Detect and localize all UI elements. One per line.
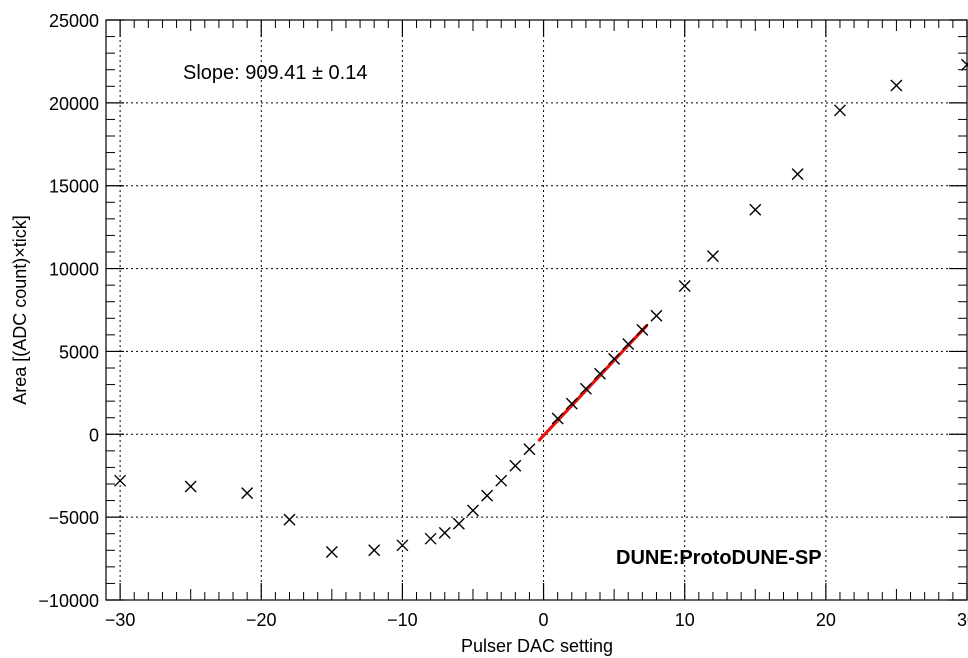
data-point-marker bbox=[749, 203, 762, 216]
slope-annotation: Slope: 909.41 ± 0.14 bbox=[183, 62, 367, 84]
data-point-marker bbox=[890, 79, 903, 92]
data-point-marker bbox=[791, 168, 804, 181]
y-tick-label: 15000 bbox=[49, 177, 99, 197]
data-point-marker bbox=[396, 539, 409, 552]
data-point-marker bbox=[509, 459, 522, 472]
data-point-marker bbox=[579, 382, 592, 395]
x-axis-title: Pulser DAC setting bbox=[461, 636, 613, 656]
axis-labels: −30 −20 −10 0 10 20 30 −10000 −5000 0 5000 10000 150… bbox=[38, 11, 968, 630]
y-tick-label: 5000 bbox=[59, 342, 99, 362]
data-point-marker bbox=[636, 323, 649, 336]
x-tick-label: 20 bbox=[816, 610, 836, 630]
data-points bbox=[114, 58, 968, 558]
y-tick-label: 25000 bbox=[49, 11, 99, 31]
data-point-marker bbox=[594, 367, 607, 380]
data-point-marker bbox=[650, 309, 663, 322]
data-point-marker bbox=[241, 487, 254, 500]
data-point-marker bbox=[452, 517, 465, 530]
data-point-marker bbox=[481, 489, 494, 502]
data-point-marker bbox=[551, 412, 564, 425]
data-point-marker bbox=[833, 104, 846, 117]
plot-frame bbox=[105, 19, 968, 601]
y-tick-label: 0 bbox=[89, 425, 99, 445]
data-point-marker bbox=[114, 474, 127, 487]
dune-watermark: DUNE:ProtoDUNE-SP bbox=[616, 547, 822, 569]
y-tick-label: 20000 bbox=[49, 94, 99, 114]
data-point-marker bbox=[565, 397, 578, 410]
y-tick-label: −10000 bbox=[38, 591, 99, 611]
data-point-marker bbox=[523, 443, 536, 456]
x-tick-label: 30 bbox=[957, 610, 968, 630]
data-point-marker bbox=[706, 250, 719, 263]
y-tick-label: −5000 bbox=[48, 508, 99, 528]
data-point-marker bbox=[495, 474, 508, 487]
data-point-marker bbox=[368, 544, 381, 557]
x-tick-label: −20 bbox=[246, 610, 277, 630]
data-point-marker bbox=[424, 532, 437, 545]
data-point-marker bbox=[466, 504, 479, 517]
y-tick-label: 10000 bbox=[49, 260, 99, 280]
data-point-marker bbox=[622, 337, 635, 350]
data-point-marker bbox=[325, 545, 338, 558]
data-point-marker bbox=[438, 526, 451, 539]
data-point-marker bbox=[283, 513, 296, 526]
data-point-marker bbox=[678, 279, 691, 292]
x-tick-label: −10 bbox=[387, 610, 418, 630]
data-point-marker bbox=[184, 480, 197, 493]
y-axis-title: Area [(ADC count)×tick] bbox=[10, 215, 30, 405]
x-tick-label: 0 bbox=[539, 610, 549, 630]
x-tick-label: −30 bbox=[105, 610, 136, 630]
data-point-marker bbox=[608, 352, 621, 365]
x-tick-label: 10 bbox=[675, 610, 695, 630]
